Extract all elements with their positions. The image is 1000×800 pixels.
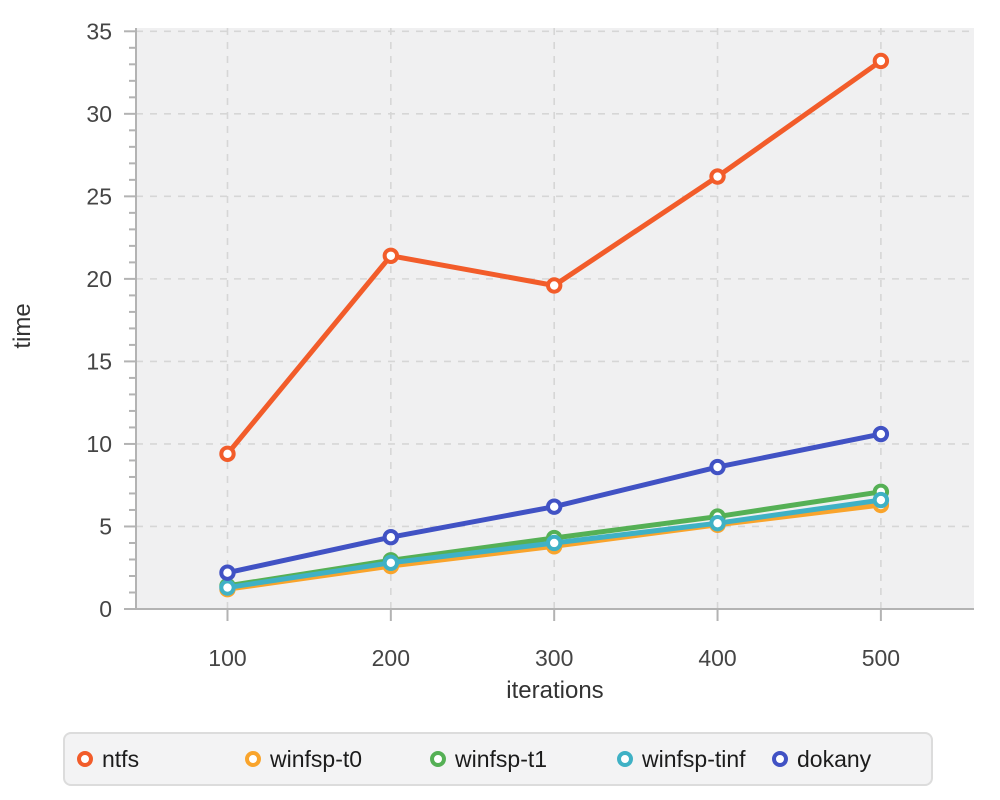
y-tick-label: 15 — [86, 348, 112, 374]
data-point-dokany — [382, 529, 400, 546]
series-dokany — [219, 425, 890, 581]
y-tick-label: 10 — [86, 431, 112, 457]
legend-item-label: ntfs — [102, 745, 140, 772]
data-point-ntfs — [382, 247, 400, 264]
series-ntfs — [219, 52, 890, 463]
data-point-ntfs — [872, 52, 890, 70]
legend-item-winfsp-t1: winfsp-t1 — [430, 734, 547, 784]
legend-item-label: dokany — [797, 745, 872, 772]
x-axis-title: iterations — [506, 677, 603, 704]
legend-item-ntfs: ntfs — [77, 734, 139, 784]
data-point-winfsp-tinf — [382, 554, 400, 571]
legend-item-winfsp-t0: winfsp-t0 — [245, 734, 362, 784]
x-tick-label: 100 — [208, 645, 246, 671]
legend-item-dokany: dokany — [772, 734, 871, 784]
data-point-winfsp-tinf — [219, 579, 236, 596]
x-tick-label: 300 — [535, 645, 573, 671]
data-point-dokany — [545, 498, 563, 515]
y-tick-label: 30 — [86, 101, 112, 127]
series-winfsp-tinf — [219, 491, 890, 596]
legend: ntfs winfsp-t0 winfsp-t1 winfsp-tinf dok… — [63, 732, 933, 786]
data-point-ntfs — [219, 445, 236, 463]
y-tick-label: 0 — [99, 596, 112, 622]
y-tick-label: 20 — [86, 266, 112, 292]
data-point-winfsp-tinf — [709, 514, 726, 532]
y-tick-label: 5 — [99, 513, 112, 539]
data-point-dokany — [709, 458, 726, 476]
legend-item-winfsp-tinf: winfsp-tinf — [617, 734, 746, 784]
data-point-winfsp-tinf — [545, 534, 563, 552]
data-point-dokany — [219, 564, 236, 581]
data-point-dokany — [872, 425, 890, 443]
legend-marker-winfsp-t1-icon — [430, 751, 446, 767]
data-point-winfsp-tinf — [872, 491, 890, 509]
x-tick-label: 200 — [372, 645, 410, 671]
legend-marker-ntfs-icon — [77, 751, 93, 767]
legend-item-label: winfsp-t1 — [455, 745, 548, 772]
x-tick-label: 500 — [862, 645, 900, 671]
y-axis-title: time — [9, 303, 36, 348]
x-axis: 100 200 300 400 500 — [208, 609, 900, 671]
y-axis: 0 5 10 15 20 25 30 35 — [86, 18, 136, 622]
legend-marker-winfsp-t0-icon — [245, 751, 261, 767]
legend-item-label: winfsp-t0 — [270, 745, 363, 772]
chart-canvas: 0 5 10 15 20 25 30 35 100 200 300 400 500 time iterat… — [9, 18, 974, 704]
y-tick-label: 25 — [86, 183, 112, 209]
legend-marker-winfsp-tinf-icon — [617, 751, 633, 767]
y-tick-label: 35 — [86, 18, 112, 44]
plot-area — [136, 28, 974, 609]
data-point-ntfs — [709, 168, 726, 185]
x-tick-label: 400 — [698, 645, 736, 671]
legend-item-label: winfsp-tinf — [642, 745, 746, 772]
data-point-ntfs — [545, 277, 563, 294]
legend-marker-dokany-icon — [772, 751, 788, 767]
